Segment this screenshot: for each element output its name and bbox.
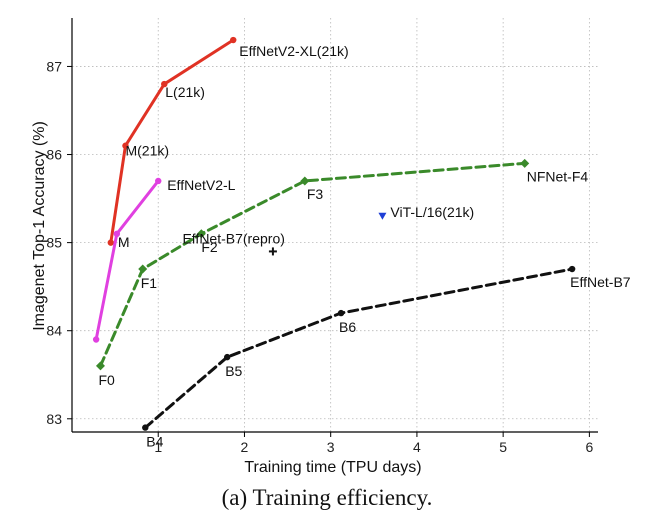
- data-point: [92, 336, 100, 343]
- x-tick-label: 6: [585, 439, 593, 455]
- x-tick-label: 3: [327, 439, 335, 455]
- series-layer: [92, 36, 576, 431]
- x-tick-label: 1: [154, 439, 162, 455]
- data-point: [95, 361, 105, 371]
- point-label: F3: [307, 186, 324, 202]
- y-tick-label: 86: [46, 147, 62, 163]
- y-tick-label: 84: [46, 323, 62, 339]
- y-tick-label: 85: [46, 235, 62, 251]
- data-point: [337, 309, 345, 317]
- point-label: B4: [146, 434, 163, 450]
- point-label: F1: [141, 275, 158, 291]
- series: [142, 265, 576, 431]
- data-point: [224, 353, 231, 361]
- point-label: NFNet-F4: [527, 168, 589, 184]
- point-label: B6: [339, 319, 356, 335]
- x-tick-label: 5: [499, 439, 507, 455]
- data-point: [122, 142, 129, 149]
- data-point: [196, 229, 206, 239]
- data-point: [268, 247, 277, 256]
- point-label: L(21k): [165, 84, 205, 100]
- x-tick-label: 4: [413, 439, 421, 455]
- point-label: ViT-L/16(21k): [390, 204, 474, 220]
- data-point: [378, 212, 387, 220]
- grid: [72, 18, 598, 432]
- point-label: F0: [98, 372, 115, 388]
- data-point: [107, 239, 115, 246]
- series: [107, 36, 237, 246]
- data-point: [161, 80, 168, 88]
- series-line: [143, 267, 574, 430]
- figure-caption: (a) Training efficiency.: [222, 485, 433, 510]
- data-point: [113, 230, 121, 238]
- data-point: [142, 424, 149, 431]
- data-point: [230, 36, 237, 44]
- y-tick-label: 87: [46, 58, 62, 74]
- series: [92, 177, 162, 343]
- point-label: EffNet-B7: [570, 274, 631, 290]
- series: [95, 158, 530, 371]
- point-label: B5: [225, 363, 242, 379]
- data-point: [568, 265, 576, 273]
- point-label: F2: [201, 239, 218, 255]
- data-point: [300, 176, 310, 186]
- data-point: [520, 158, 530, 168]
- point-labels: M(21k) L(21k) EffNetV2-XL(21k) M EffNetV2-L F…: [98, 43, 630, 450]
- point-label: M: [118, 234, 130, 250]
- x-tick-label: 2: [241, 439, 249, 455]
- point-label: M(21k): [125, 143, 169, 159]
- y-axis-label: Imagenet Top-1 Accuracy (%): [31, 121, 48, 331]
- point-label: EffNetV2-XL(21k): [239, 43, 348, 59]
- y-tick-label: 83: [46, 411, 62, 427]
- ticks: 1 2 3 4 5 6 83 84 85 86 87: [46, 58, 593, 455]
- point-label: EffNet-B7(repro): [182, 230, 284, 246]
- point-label: EffNetV2-L: [167, 177, 235, 193]
- series-line: [109, 38, 235, 245]
- data-point: [155, 177, 162, 185]
- axes: [71, 18, 598, 433]
- x-axis-label: Training time (TPU days): [244, 459, 421, 476]
- data-point: [138, 264, 148, 274]
- series-line: [94, 179, 160, 342]
